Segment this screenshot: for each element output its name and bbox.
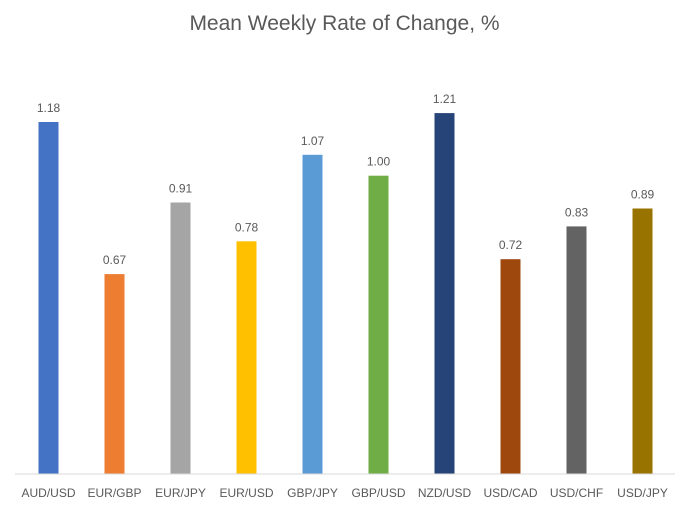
bar-usd-cad [500,259,521,474]
data-label-nzd-usd: 1.21 [433,92,457,106]
labels-layer: 1.18 0.67 0.91 0.78 1.07 1.00 1.21 0.72 0.83 0.89 [37,92,655,267]
x-tick-label-gbp-jpy: GBP/JPY [287,486,338,500]
x-tick-label-nzd-usd: NZD/USD [418,486,472,500]
bar-nzd-usd [434,113,455,474]
x-tick-label-eur-usd: EUR/USD [219,486,273,500]
bar-eur-usd [236,241,257,474]
bars-layer [38,113,653,475]
data-label-usd-jpy: 0.89 [631,188,655,202]
data-label-eur-gbp: 0.67 [103,253,127,267]
bar-aud-usd [38,122,59,474]
bar-eur-jpy [170,202,191,474]
data-label-eur-jpy: 0.91 [169,182,193,196]
bar-eur-gbp [104,274,125,474]
bar-usd-jpy [632,208,653,474]
x-tick-label-gbp-usd: GBP/USD [351,486,405,500]
data-label-aud-usd: 1.18 [37,101,61,115]
chart-title: Mean Weekly Rate of Change, % [189,12,500,35]
data-label-usd-chf: 0.83 [565,205,589,219]
bar-gbp-jpy [302,154,323,475]
x-tick-label-usd-cad: USD/CAD [483,486,537,500]
x-tick-labels: AUD/USD EUR/GBP EUR/JPY EUR/USD GBP/JPY GBP/U… [21,486,667,500]
x-tick-label-aud-usd: AUD/USD [21,486,75,500]
data-label-usd-cad: 0.72 [499,238,523,252]
x-tick-label-usd-chf: USD/CHF [550,486,603,500]
bar-gbp-usd [368,175,389,474]
x-tick-label-usd-jpy: USD/JPY [617,486,668,500]
bar-usd-chf [566,226,587,474]
data-label-eur-usd: 0.78 [235,220,259,234]
data-label-gbp-jpy: 1.07 [301,134,325,148]
x-tick-label-eur-gbp: EUR/GBP [87,486,141,500]
data-label-gbp-usd: 1.00 [367,155,391,169]
x-tick-label-eur-jpy: EUR/JPY [155,486,206,500]
